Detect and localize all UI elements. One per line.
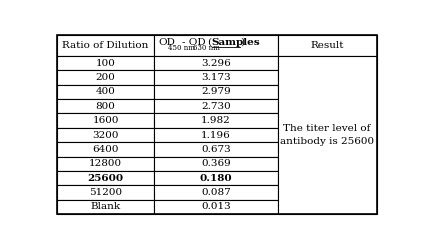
Bar xyxy=(154,142,277,157)
Text: OD: OD xyxy=(158,38,175,47)
Bar xyxy=(154,35,277,56)
Bar xyxy=(154,185,277,200)
Text: (: ( xyxy=(207,38,211,47)
Text: Result: Result xyxy=(310,41,344,50)
Text: 0.673: 0.673 xyxy=(201,145,231,154)
Text: 3.173: 3.173 xyxy=(201,73,231,82)
Bar xyxy=(57,35,154,56)
Text: ): ) xyxy=(240,38,244,47)
Text: 100: 100 xyxy=(96,59,115,68)
Text: 3200: 3200 xyxy=(92,130,119,140)
Text: 0.180: 0.180 xyxy=(200,174,232,183)
Text: 630 nm: 630 nm xyxy=(193,43,220,52)
Bar xyxy=(57,99,154,113)
Text: Ratio of Dilution: Ratio of Dilution xyxy=(63,41,149,50)
Bar xyxy=(154,56,277,70)
Bar xyxy=(154,128,277,142)
Text: 2.979: 2.979 xyxy=(201,87,231,96)
Text: Blank: Blank xyxy=(91,203,121,211)
Text: 450 nm: 450 nm xyxy=(168,43,195,52)
Bar xyxy=(154,113,277,128)
Bar xyxy=(154,70,277,85)
Bar xyxy=(57,70,154,85)
Bar xyxy=(154,85,277,99)
Bar xyxy=(57,113,154,128)
Text: 1.982: 1.982 xyxy=(201,116,231,125)
Text: 2.730: 2.730 xyxy=(201,102,231,111)
Bar xyxy=(57,157,154,171)
Text: 0.369: 0.369 xyxy=(201,159,231,168)
Text: - OD: - OD xyxy=(182,38,206,47)
Text: 3.296: 3.296 xyxy=(201,59,231,68)
Bar xyxy=(154,171,277,185)
Text: 200: 200 xyxy=(96,73,115,82)
Text: 1600: 1600 xyxy=(92,116,119,125)
Bar xyxy=(154,157,277,171)
Bar xyxy=(57,56,154,70)
Bar xyxy=(57,185,154,200)
Bar xyxy=(277,56,377,214)
Bar xyxy=(277,35,377,56)
Text: The titer level of
antibody is 25600: The titer level of antibody is 25600 xyxy=(280,124,374,146)
Bar xyxy=(57,200,154,214)
Text: 800: 800 xyxy=(96,102,115,111)
Bar xyxy=(57,128,154,142)
Text: 12800: 12800 xyxy=(89,159,122,168)
Text: 25600: 25600 xyxy=(88,174,124,183)
Bar xyxy=(154,200,277,214)
Bar xyxy=(154,99,277,113)
Text: Samples: Samples xyxy=(212,38,261,47)
Bar xyxy=(57,142,154,157)
Text: 0.013: 0.013 xyxy=(201,203,231,211)
Text: 6400: 6400 xyxy=(92,145,119,154)
Text: 0.087: 0.087 xyxy=(201,188,231,197)
Text: 1.196: 1.196 xyxy=(201,130,231,140)
Bar xyxy=(57,85,154,99)
Text: 51200: 51200 xyxy=(89,188,122,197)
Bar xyxy=(57,171,154,185)
Text: 400: 400 xyxy=(96,87,115,96)
